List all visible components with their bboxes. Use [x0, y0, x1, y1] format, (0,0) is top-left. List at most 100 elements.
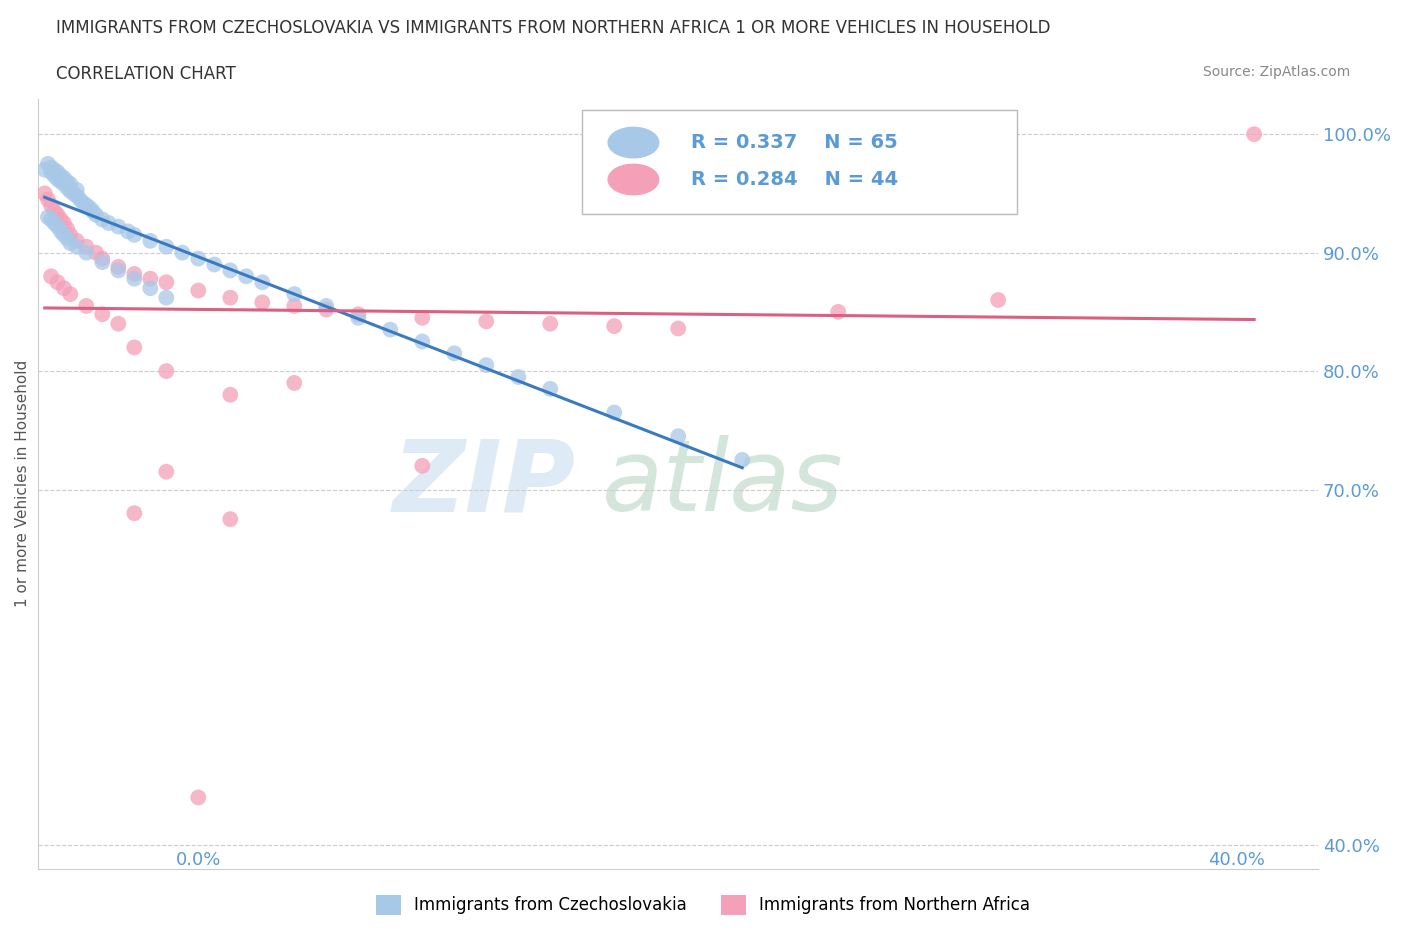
Point: [59, 183, 82, 198]
Point: [37, 156, 59, 171]
Point: [46, 172, 69, 187]
Point: [508, 369, 530, 384]
Point: [155, 364, 177, 379]
Text: CORRELATION CHART: CORRELATION CHART: [56, 65, 236, 83]
Point: [49, 174, 72, 189]
Point: [52, 216, 75, 231]
Point: [84, 207, 107, 222]
Point: [666, 429, 689, 444]
Point: [202, 257, 225, 272]
Point: [139, 233, 162, 248]
Point: [107, 219, 129, 234]
Point: [155, 290, 177, 305]
Point: [155, 239, 177, 254]
Point: [49, 168, 72, 183]
Point: [66, 182, 89, 197]
Text: Source: ZipAtlas.com: Source: ZipAtlas.com: [1202, 65, 1350, 79]
Text: atlas: atlas: [602, 435, 844, 532]
Point: [347, 311, 370, 325]
Point: [52, 281, 75, 296]
Text: 0.0%: 0.0%: [176, 851, 221, 869]
Point: [46, 219, 69, 234]
Point: [411, 458, 433, 473]
FancyBboxPatch shape: [582, 111, 1018, 214]
Point: [124, 272, 146, 286]
Point: [79, 200, 101, 215]
Point: [124, 267, 146, 282]
Text: IMMIGRANTS FROM CZECHOSLOVAKIA VS IMMIGRANTS FROM NORTHERN AFRICA 1 OR MORE VEHI: IMMIGRANTS FROM CZECHOSLOVAKIA VS IMMIGR…: [56, 19, 1050, 36]
Point: [34, 186, 56, 201]
Point: [91, 251, 114, 266]
Point: [39, 165, 62, 179]
Point: [44, 204, 66, 219]
Point: [44, 168, 66, 183]
Point: [124, 228, 146, 243]
Point: [49, 212, 72, 227]
Point: [39, 198, 62, 213]
Circle shape: [609, 127, 659, 158]
Point: [91, 212, 114, 227]
Point: [56, 221, 79, 236]
Point: [1243, 126, 1265, 141]
Point: [72, 195, 94, 210]
Text: R = 0.284    N = 44: R = 0.284 N = 44: [690, 170, 898, 189]
Point: [91, 307, 114, 322]
Y-axis label: 1 or more Vehicles in Household: 1 or more Vehicles in Household: [15, 360, 30, 607]
Point: [52, 177, 75, 192]
Point: [155, 464, 177, 479]
Point: [252, 295, 274, 310]
Point: [603, 319, 626, 334]
Point: [187, 790, 209, 804]
Point: [56, 180, 79, 195]
Point: [107, 263, 129, 278]
Point: [66, 189, 89, 204]
Point: [235, 269, 257, 284]
Point: [46, 275, 69, 290]
Point: [347, 307, 370, 322]
Point: [283, 299, 305, 313]
Point: [34, 163, 56, 178]
Circle shape: [609, 165, 659, 194]
Point: [155, 275, 177, 290]
Point: [443, 346, 465, 361]
Text: 40.0%: 40.0%: [1209, 851, 1265, 869]
Point: [66, 233, 89, 248]
Point: [44, 216, 66, 231]
Point: [82, 204, 104, 219]
Point: [59, 286, 82, 301]
Point: [187, 251, 209, 266]
Text: ZIP: ZIP: [392, 435, 576, 532]
Point: [283, 286, 305, 301]
Point: [219, 512, 242, 526]
Point: [75, 198, 97, 213]
Point: [731, 453, 754, 468]
Point: [44, 163, 66, 178]
Point: [411, 311, 433, 325]
Point: [59, 228, 82, 243]
Point: [252, 275, 274, 290]
Point: [39, 160, 62, 175]
Point: [75, 239, 97, 254]
Point: [139, 281, 162, 296]
Point: [39, 269, 62, 284]
Point: [475, 314, 498, 329]
Point: [315, 299, 337, 313]
Point: [315, 302, 337, 317]
Point: [538, 316, 561, 331]
Point: [66, 239, 89, 254]
Text: R = 0.337    N = 65: R = 0.337 N = 65: [690, 133, 898, 153]
Point: [75, 246, 97, 260]
Point: [187, 283, 209, 298]
Point: [49, 224, 72, 239]
Point: [39, 212, 62, 227]
Point: [52, 228, 75, 243]
Point: [107, 259, 129, 274]
Point: [219, 290, 242, 305]
Point: [62, 186, 84, 201]
Point: [56, 174, 79, 189]
Point: [84, 246, 107, 260]
Point: [56, 231, 79, 246]
Point: [59, 177, 82, 192]
Point: [46, 165, 69, 179]
Point: [107, 316, 129, 331]
